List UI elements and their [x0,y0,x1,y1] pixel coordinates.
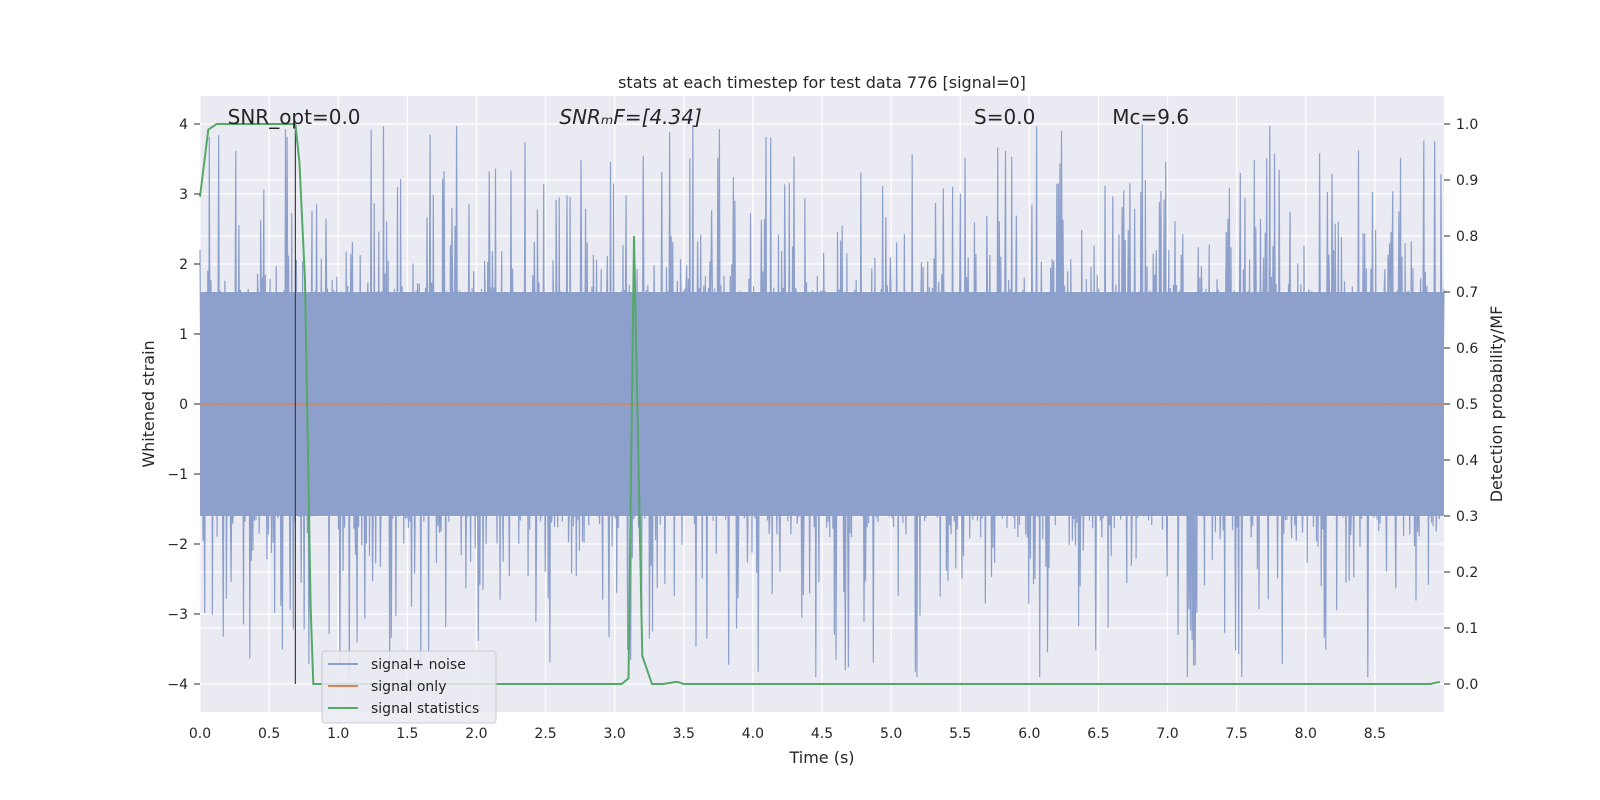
y-right-tick-label: 0.0 [1456,677,1478,693]
x-axis-label: Time (s) [788,748,854,767]
annotation-s-value: S=0.0 [974,105,1035,129]
y-right-tick-label: 0.6 [1456,341,1478,357]
x-tick-label: 2.5 [534,726,556,742]
x-tick-label: 4.0 [742,726,764,742]
x-tick-label: 4.5 [811,726,833,742]
series-signal-statistics-line [199,123,1441,685]
x-tick-label: 3.0 [604,726,626,742]
legend-label-signal-only: signal only [371,679,446,695]
y-right-tick-label: 0.8 [1456,229,1478,245]
x-tick-label: 7.5 [1226,726,1248,742]
x-axis-ticks: 0.0 0.5 1.0 1.5 2.0 2.5 3.0 3.5 4.0 4.5 5.0 5.5 6.0 6… [189,726,1386,742]
x-tick-label: 2.0 [465,726,487,742]
y-axis-left-label: Whitened strain [139,340,158,467]
x-tick-label: 0.0 [189,726,211,742]
y-axis-left-ticks: 4 3 2 1 0 −1 −2 −3 −4 [167,117,200,693]
y-right-tick-label: 0.2 [1456,565,1478,581]
legend-box [321,650,497,724]
annotation-snr-mf: SNRₘF=[4.34] [559,105,701,129]
y-tick-label: 2 [179,257,188,273]
y-tick-label: 0 [179,397,188,413]
y-right-tick-label: 0.7 [1456,285,1478,301]
x-tick-label: 8.0 [1295,726,1317,742]
y-tick-label: −3 [167,607,188,623]
y-tick-label: 1 [179,327,188,343]
y-right-tick-label: 0.3 [1456,509,1478,525]
legend: signal+ noise signal only signal statist… [321,650,497,724]
y-tick-label: 3 [179,187,188,203]
legend-label-signal-plus-noise: signal+ noise [371,657,466,673]
x-tick-label: 1.0 [327,726,349,742]
y-right-tick-label: 0.9 [1456,173,1478,189]
y-tick-label: −1 [167,467,188,483]
annotation-mc-value: Mᴄ=9.6 [1112,105,1189,129]
x-tick-label: 8.5 [1364,726,1386,742]
x-tick-label: 5.5 [949,726,971,742]
y-right-tick-label: 0.5 [1456,397,1478,413]
y-right-tick-label: 0.1 [1456,621,1478,637]
x-tick-label: 3.5 [673,726,695,742]
y-right-tick-label: 0.4 [1456,453,1478,469]
x-tick-label: 1.5 [396,726,418,742]
y-right-tick-label: 1.0 [1456,117,1478,133]
x-tick-label: 6.5 [1087,726,1109,742]
y-tick-label: −2 [167,537,188,553]
y-axis-right-ticks: 1.0 0.9 0.8 0.7 0.6 0.5 0.4 0.3 0.2 0.1 0.0 [1444,117,1478,693]
chart-title: stats at each timestep for test data 776… [618,73,1026,92]
y-axis-right-label: Detection probability/MF [1487,306,1506,503]
x-tick-label: 7.0 [1156,726,1178,742]
legend-label-signal-statistics: signal statistics [371,701,479,717]
y-tick-label: 4 [179,117,188,133]
x-tick-label: 6.0 [1018,726,1040,742]
x-tick-label: 5.0 [880,726,902,742]
y-tick-label: −4 [167,677,188,693]
x-tick-label: 0.5 [258,726,280,742]
noise-trace [199,124,1445,678]
annotation-snr-opt: SNR_opt=0.0 [228,105,361,129]
